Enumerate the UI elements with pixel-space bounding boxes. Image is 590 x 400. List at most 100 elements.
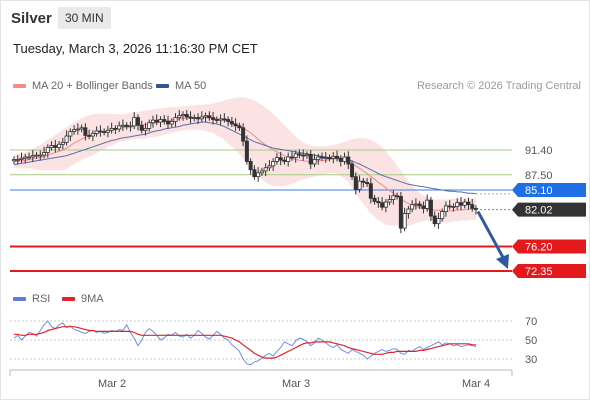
candle-body bbox=[181, 114, 186, 117]
candle-body bbox=[421, 205, 426, 209]
level-label-72.35: 72.35 bbox=[525, 266, 553, 278]
candle-body bbox=[331, 155, 336, 159]
candle-body bbox=[75, 128, 80, 131]
level-badge-72.35 bbox=[512, 264, 586, 278]
candle-body bbox=[259, 170, 264, 174]
candle-body bbox=[241, 127, 246, 142]
candle-body bbox=[417, 203, 422, 207]
candle-body bbox=[184, 114, 189, 118]
candle-body bbox=[34, 154, 39, 157]
candle-body bbox=[233, 123, 238, 127]
legend-swatch-rsi bbox=[13, 297, 26, 302]
candle-body bbox=[346, 156, 351, 165]
candle-body bbox=[458, 202, 463, 206]
legend-ma50: MA 50 bbox=[156, 80, 206, 92]
candle-body bbox=[158, 119, 163, 123]
candle-body bbox=[395, 195, 400, 198]
candle-body bbox=[165, 121, 170, 125]
level-label-85.10: 85.10 bbox=[525, 185, 553, 197]
candle-body bbox=[226, 119, 231, 122]
candle-body bbox=[222, 118, 227, 121]
last-price-label: 82.02 bbox=[525, 205, 553, 217]
candle-body bbox=[406, 208, 411, 214]
rsi-tick-50: 50 bbox=[525, 335, 537, 347]
legend-swatch-ma50 bbox=[156, 84, 169, 89]
candle-body bbox=[353, 176, 358, 190]
candle-body bbox=[274, 157, 279, 162]
candle-body bbox=[428, 199, 433, 217]
legend-swatch-ma20 bbox=[13, 84, 26, 89]
candle-body bbox=[237, 125, 242, 129]
rsi-line bbox=[13, 320, 477, 366]
candle-body bbox=[87, 134, 92, 137]
candles bbox=[11, 109, 478, 234]
rsi-ma9-line bbox=[14, 326, 476, 359]
candle-body bbox=[150, 119, 155, 124]
candle-body bbox=[27, 156, 32, 159]
level-badge-85.10 bbox=[512, 183, 586, 198]
candle-body bbox=[147, 122, 152, 129]
candle-body bbox=[45, 147, 50, 153]
candle-body bbox=[90, 133, 95, 137]
candle-body bbox=[425, 199, 430, 209]
candle-body bbox=[308, 154, 313, 165]
level-label-87.50: 87.50 bbox=[525, 170, 553, 182]
candle-body bbox=[60, 141, 65, 145]
x-tick-label-1: Mar 2 bbox=[98, 378, 126, 390]
candle-body bbox=[162, 119, 167, 122]
candle-body bbox=[120, 124, 125, 127]
candle-body bbox=[19, 157, 24, 160]
candle-body bbox=[11, 159, 16, 162]
candle-body bbox=[199, 116, 204, 120]
candle-body bbox=[49, 145, 54, 148]
candle-body bbox=[203, 115, 208, 118]
timeframe-button[interactable]: 30 MIN bbox=[58, 7, 111, 29]
legend-label-rsi: RSI bbox=[32, 293, 51, 305]
candle-body bbox=[229, 121, 234, 125]
candle-body bbox=[105, 129, 110, 133]
bollinger-band bbox=[14, 97, 476, 227]
instrument-title: Silver bbox=[11, 10, 52, 27]
candle-body bbox=[357, 180, 362, 190]
x-tick-label-3: Mar 4 bbox=[462, 378, 490, 390]
candle-body bbox=[372, 197, 377, 202]
legend-9ma: 9MA bbox=[62, 293, 104, 305]
candle-body bbox=[282, 159, 287, 162]
candle-body bbox=[102, 131, 107, 133]
candle-body bbox=[410, 204, 415, 210]
candle-body bbox=[94, 130, 99, 134]
candle-body bbox=[376, 201, 381, 204]
candle-body bbox=[455, 202, 460, 207]
candle-body bbox=[72, 129, 77, 132]
candle-body bbox=[316, 156, 321, 160]
candle-body bbox=[263, 167, 268, 172]
candle-body bbox=[128, 125, 133, 128]
candle-body bbox=[173, 117, 178, 122]
rsi-tick-30: 30 bbox=[525, 354, 537, 366]
candle-body bbox=[98, 130, 103, 133]
legend-rsi: RSI bbox=[13, 293, 50, 305]
candle-body bbox=[267, 165, 272, 169]
level-label-91.40: 91.40 bbox=[525, 145, 553, 157]
candle-body bbox=[447, 205, 452, 208]
candle-body bbox=[256, 172, 261, 178]
candle-body bbox=[64, 135, 69, 143]
candle-body bbox=[312, 159, 317, 165]
candle-body bbox=[342, 156, 347, 162]
candle-body bbox=[252, 169, 257, 178]
legend-ma20: MA 20 + Bollinger Bands bbox=[13, 80, 153, 92]
candle-body bbox=[301, 154, 306, 157]
last-price-badge bbox=[512, 202, 586, 217]
datetime-label: Tuesday, March 3, 2026 11:16:30 PM CET bbox=[13, 41, 258, 56]
candle-body bbox=[462, 201, 467, 206]
candle-body bbox=[350, 163, 355, 178]
candle-body bbox=[286, 156, 291, 162]
rsi-tick-70: 70 bbox=[525, 316, 537, 328]
candle-body bbox=[380, 202, 385, 208]
candle-body bbox=[323, 157, 328, 160]
candle-body bbox=[470, 204, 475, 209]
candle-body bbox=[436, 218, 441, 225]
candle-body bbox=[38, 154, 43, 157]
candle-body bbox=[42, 152, 47, 156]
